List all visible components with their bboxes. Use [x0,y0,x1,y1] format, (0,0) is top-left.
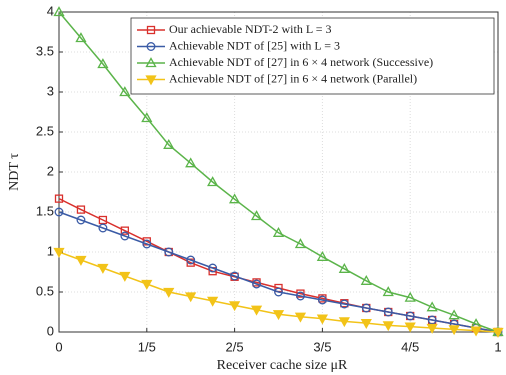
marker [54,194,64,203]
marker [250,305,263,316]
x-tick-label: 1/5 [138,339,156,354]
marker [185,157,197,168]
axes-frame [58,11,499,333]
marker [360,318,372,329]
marker [228,193,241,204]
marker [492,327,504,338]
marker [404,322,416,333]
marker [360,274,372,285]
marker [54,207,64,217]
marker [141,112,153,123]
marker [120,231,130,241]
y-tick-label: 3.5 [36,43,54,58]
x-tick-label: 4/5 [401,339,419,354]
marker [296,291,305,301]
marker [98,223,108,233]
marker [470,326,482,337]
marker [250,210,263,221]
marker [230,271,240,281]
marker [382,321,394,332]
marker [76,205,86,214]
marker [53,247,65,258]
y-tick-label: 1.5 [36,203,54,218]
y-tick-label: 0.5 [36,283,54,298]
marker [163,287,175,298]
marker [141,279,153,290]
legend-marker [145,75,157,86]
y-tick-label: 2.5 [36,123,54,138]
x-tick-label: 0 [55,339,62,354]
x-axis-label: Receiver cache size μR [217,358,348,373]
marker [427,315,437,325]
marker [207,296,219,307]
series-line [58,211,499,333]
marker [120,226,129,235]
legend-label: Achievable NDT of [27] in 6 × 4 network … [169,71,417,85]
marker [208,263,218,273]
marker [252,279,261,289]
marker [97,58,109,69]
marker [76,215,86,225]
marker [338,317,350,328]
legend-box [130,17,495,95]
marker [75,255,87,266]
y-tick-label: 0 [47,323,54,338]
x-tick-label: 3/5 [313,339,331,354]
marker [163,138,175,149]
legend-marker [146,25,156,35]
marker [228,301,241,312]
marker [294,312,307,323]
marker [75,32,87,43]
marker [448,309,460,320]
marker [119,271,131,282]
marker [164,247,174,257]
marker [274,287,283,297]
marker [272,310,285,321]
y-tick-label: 3 [47,83,54,98]
y-tick-label: 1 [47,243,54,258]
marker [426,301,438,312]
x-tick-label: 1 [494,339,501,354]
marker [185,292,197,303]
marker [316,250,329,261]
legend-label: Our achievable NDT-2 with L = 3 [169,22,332,36]
legend-marker [146,42,156,51]
marker [361,303,371,313]
marker [142,239,152,249]
x-tick-label: 2/5 [226,339,244,354]
marker [272,226,285,237]
marker [405,311,415,321]
y-axis-label: NDT τ [7,153,22,191]
marker [383,307,393,317]
marker [294,238,307,249]
marker [339,299,349,309]
marker [426,323,438,334]
marker [97,263,109,274]
marker [448,325,460,336]
marker [207,176,219,187]
marker [53,6,65,17]
marker [338,262,350,273]
series-line [58,11,499,333]
marker [119,86,131,97]
legend-label: Achievable NDT of [27] in 6 × 4 network … [169,55,433,69]
legend: Our achievable NDT-2 with L = 3 Achievabl… [130,17,495,95]
legend-marker [145,57,157,68]
marker [98,215,108,225]
marker [317,295,327,305]
y-tick-label: 4 [47,3,54,18]
marker [404,291,416,302]
marker [316,314,329,325]
y-tick-label: 2 [47,163,54,178]
marker [186,255,196,265]
marker [382,286,394,297]
legend-label: Achievable NDT of [25] with L = 3 [169,38,340,52]
